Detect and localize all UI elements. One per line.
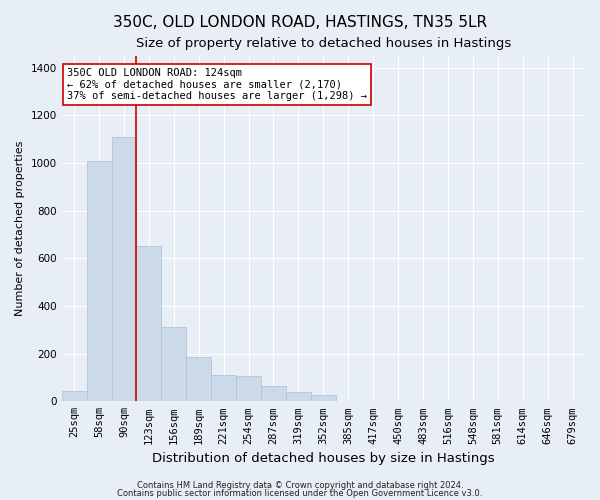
- Y-axis label: Number of detached properties: Number of detached properties: [15, 141, 25, 316]
- Bar: [311, 396, 336, 402]
- Bar: [86, 160, 112, 402]
- Bar: [136, 246, 161, 402]
- Title: Size of property relative to detached houses in Hastings: Size of property relative to detached ho…: [136, 38, 511, 51]
- Text: Contains HM Land Registry data © Crown copyright and database right 2024.: Contains HM Land Registry data © Crown c…: [137, 480, 463, 490]
- Text: 350C, OLD LONDON ROAD, HASTINGS, TN35 5LR: 350C, OLD LONDON ROAD, HASTINGS, TN35 5L…: [113, 15, 487, 30]
- Bar: [112, 137, 136, 402]
- Text: 350C OLD LONDON ROAD: 124sqm
← 62% of detached houses are smaller (2,170)
37% of: 350C OLD LONDON ROAD: 124sqm ← 62% of de…: [67, 68, 367, 101]
- Bar: [186, 357, 211, 402]
- Bar: [211, 375, 236, 402]
- Bar: [261, 386, 286, 402]
- Bar: [62, 390, 86, 402]
- Bar: [236, 376, 261, 402]
- Bar: [161, 328, 186, 402]
- Text: Contains public sector information licensed under the Open Government Licence v3: Contains public sector information licen…: [118, 489, 482, 498]
- Bar: [286, 392, 311, 402]
- X-axis label: Distribution of detached houses by size in Hastings: Distribution of detached houses by size …: [152, 452, 494, 465]
